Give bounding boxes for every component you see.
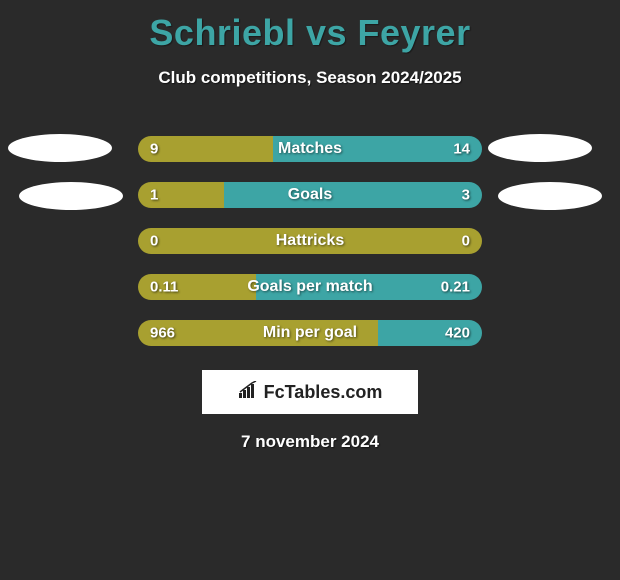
page-title: Schriebl vs Feyrer [0, 0, 620, 54]
stat-bar-left [138, 228, 482, 254]
logo-box[interactable]: FcTables.com [202, 370, 418, 414]
stat-bar-track [138, 274, 482, 300]
stat-bar-right [378, 320, 482, 346]
stat-bar-right [273, 136, 482, 162]
stat-row-hattricks: 0 Hattricks 0 [0, 218, 620, 264]
date-line: 7 november 2024 [0, 432, 620, 452]
stat-bar-right [256, 274, 482, 300]
stat-row-goals-per-match: 0.11 Goals per match 0.21 [0, 264, 620, 310]
stat-bar-track [138, 320, 482, 346]
page-subtitle: Club competitions, Season 2024/2025 [0, 68, 620, 88]
logo-text: FcTables.com [238, 381, 383, 404]
stat-bar-track [138, 182, 482, 208]
stat-row-min-per-goal: 966 Min per goal 420 [0, 310, 620, 356]
stat-bar-left [138, 136, 273, 162]
stat-bar-left [138, 320, 378, 346]
stats-area: 9 Matches 14 1 Goals 3 0 Hattricks 0 0.1… [0, 126, 620, 356]
chart-icon [238, 381, 260, 404]
stat-row-matches: 9 Matches 14 [0, 126, 620, 172]
stat-bar-left [138, 274, 256, 300]
stat-row-goals: 1 Goals 3 [0, 172, 620, 218]
logo-label: FcTables.com [264, 382, 383, 403]
stat-bar-left [138, 182, 224, 208]
stat-bar-track [138, 228, 482, 254]
stat-bar-track [138, 136, 482, 162]
stat-bar-right [224, 182, 482, 208]
